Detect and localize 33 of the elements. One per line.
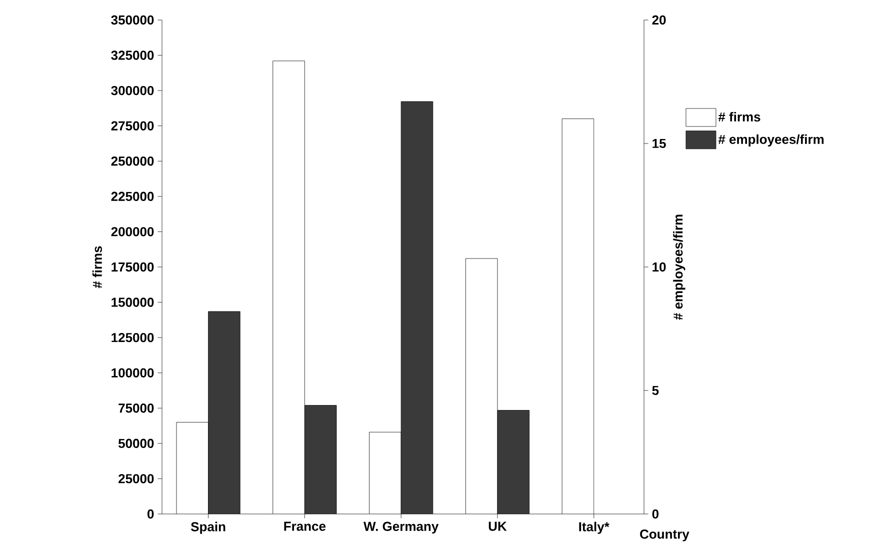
bar [208,311,240,514]
y2-tick-label: 15 [652,138,666,148]
bar [401,102,433,514]
y-axis-title: # firms [92,246,102,288]
y2-axis-title: # employees/firm [673,214,686,320]
y-tick-label: 50000 [118,438,154,448]
y-tick-label: 150000 [112,298,154,307]
x-tick-label: UK [488,522,507,531]
bar [304,405,336,514]
y2-tick-label: 10 [652,262,666,272]
x-tick-label: W. Germany [364,522,439,534]
y-tick-label: 75000 [118,404,154,413]
y-tick-label: 175000 [112,262,154,272]
y2-tick-label: 20 [652,15,666,25]
x-axis-title: Country [640,530,690,542]
y-tick-label: 350000 [111,15,154,25]
y-tick-label: 275000 [111,121,154,130]
legend-label: # firms [718,112,760,122]
y2-tick-label: 5 [652,386,659,396]
x-tick-label: Italy* [579,522,610,534]
y-tick-label: 325000 [111,50,154,60]
y-tick-label: 25000 [118,474,154,484]
y-tick-label: 100000 [112,368,154,378]
legend-label: # employees/firm [718,134,824,147]
x-tick-label: Spain [190,522,226,534]
y-tick-label: 0 [147,509,154,519]
y-tick-label: 200000 [111,227,154,236]
x-tick-label: France [284,522,326,531]
y-tick-label: 125000 [112,332,154,342]
y2-tick-label: 0 [652,509,658,519]
y-tick-label: 300000 [111,86,154,96]
y-tick-label: 250000 [111,156,154,166]
y-tick-label: 225000 [111,192,154,202]
